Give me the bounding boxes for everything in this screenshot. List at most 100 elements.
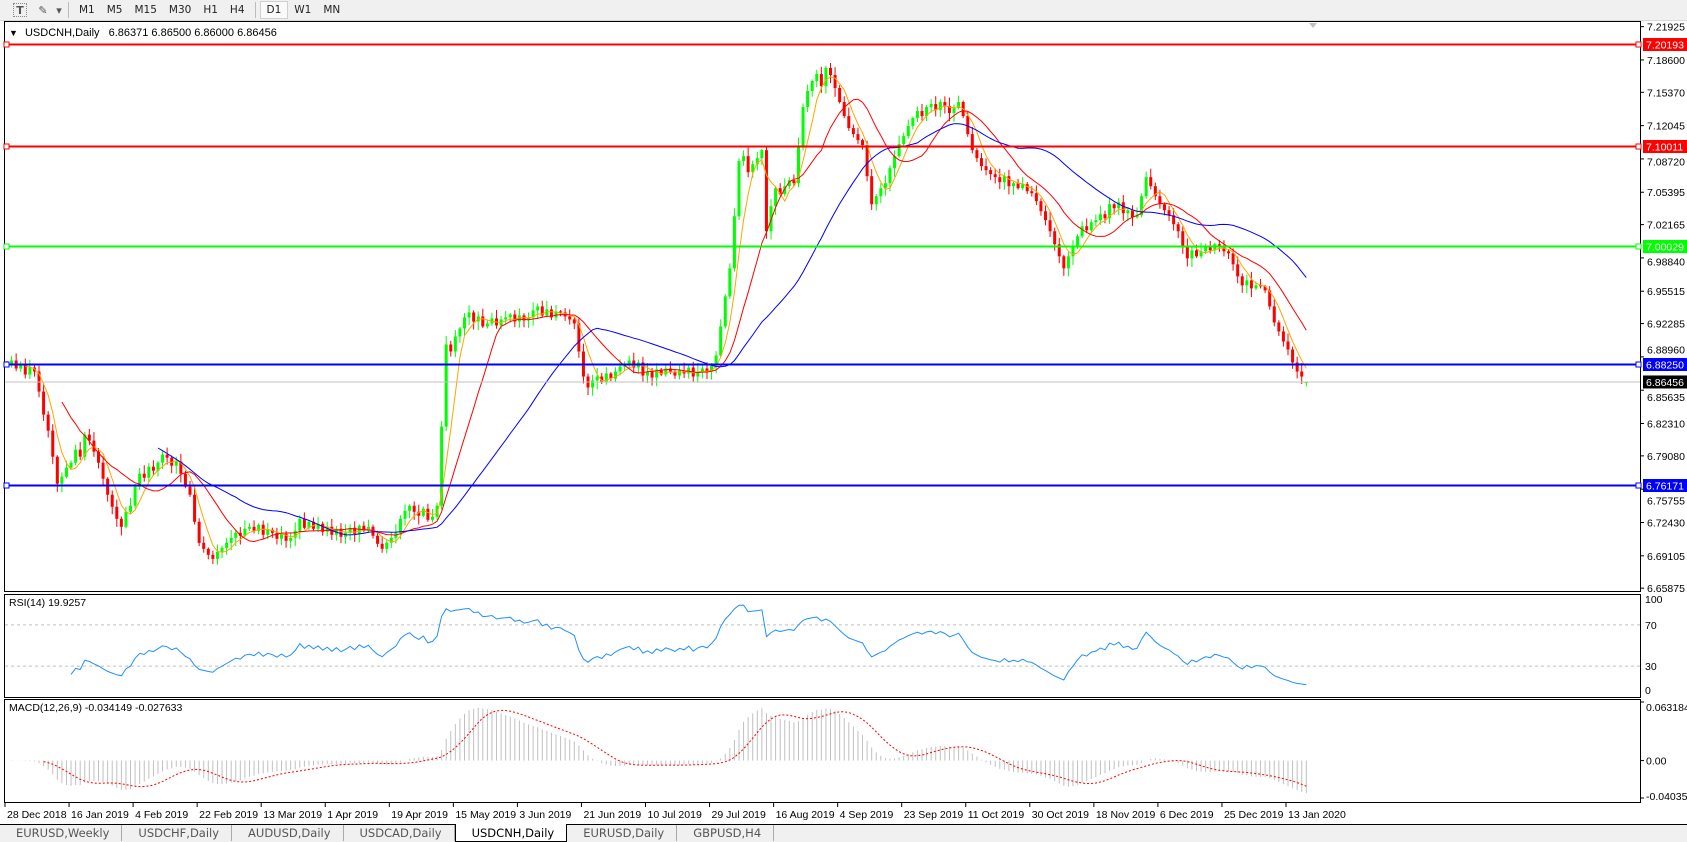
candle [810,79,814,97]
candle-body [1007,176,1011,187]
horizontal-line[interactable]: 6.76171 [3,479,1687,493]
chart-tab-audusd-daily[interactable]: AUDUSD,Daily [232,825,344,841]
timeframe-d1-button[interactable]: D1 [259,1,289,19]
candle-body [1117,202,1121,209]
chart-tab-usdcnh-daily[interactable]: USDCNH,Daily [454,824,568,842]
candle [197,518,201,547]
candle [998,168,1002,190]
candle-body [824,67,828,87]
candle-body [252,526,256,531]
chart-shift-marker-icon[interactable] [1309,23,1317,28]
chart-tab-eurusd-daily[interactable]: EURUSD,Daily [567,825,678,841]
hline-anchor-handle[interactable] [3,361,10,368]
candle [838,85,842,104]
candle-body [266,529,270,535]
candle-body [174,461,178,466]
timeframe-m15-button[interactable]: M15 [134,4,157,16]
candle [1071,240,1075,266]
candle [975,147,979,163]
text-tool-icon[interactable]: T [13,3,27,17]
timeframe-m1-button[interactable]: M1 [79,4,95,16]
candle-body [947,106,951,114]
candle [847,107,851,131]
date-tick-label: 15 May 2019 [455,809,516,821]
rsi-line [70,604,1307,686]
horizontal-line[interactable]: 7.20193 [3,38,1687,52]
candle [151,460,155,476]
candle [774,185,778,215]
candle-body [1231,253,1235,265]
candle [591,374,595,396]
price-tick-label: 6.85635 [1647,392,1685,404]
price-tick-label: 7.15370 [1647,87,1685,99]
hline-anchor-handle[interactable] [1635,143,1642,150]
candle-body [87,434,91,441]
candle-body [998,177,1002,183]
candle [147,463,151,483]
hline-anchor-handle[interactable] [3,143,10,150]
hline-anchor-handle[interactable] [1635,482,1642,489]
candle [1185,238,1189,267]
date-axis: 28 Dec 2018 16 Jan 2019 4 Feb 2019 22 Feb 2… [4,802,1346,821]
timeframe-mn-button[interactable]: MN [323,4,341,16]
horizontal-line[interactable]: 6.88250 [3,358,1687,372]
horizontal-lines[interactable]: 7.20193 7.10011 7.00029 6.88250 6.76171 6.864… [3,38,1687,493]
candle [403,504,407,526]
timeframe-h4-button[interactable]: H4 [229,4,245,16]
dropdown-arrow-icon[interactable]: ▾ [56,3,62,17]
horizontal-line[interactable]: 7.10011 [3,140,1687,154]
candle [815,69,819,88]
candle-body [595,376,599,381]
candle [911,116,915,130]
timeframe-w1-button[interactable]: W1 [294,4,312,16]
timeframe-m5-button[interactable]: M5 [106,4,123,16]
hline-price-badge [1643,358,1687,371]
chart-tab-usdcad-daily[interactable]: USDCAD,Daily [344,825,455,841]
candle-body [687,367,691,374]
candle-body [1286,341,1290,350]
candle-body [613,371,617,379]
rsi-pane [5,604,1640,686]
candle-body [934,104,938,111]
candle-body [1208,247,1212,251]
candle-body [833,74,837,89]
hline-anchor-handle[interactable] [3,41,10,48]
hline-anchor-handle[interactable] [3,482,10,489]
macd-tick-label: 0.063184 [1646,702,1687,714]
candle [787,177,791,189]
candle-body [513,314,517,322]
chart-tab-eurusd-weekly[interactable]: EURUSD,Weekly [0,825,123,841]
candle [1066,252,1070,277]
candle [673,369,677,379]
candle-body [778,188,782,195]
candle-body [1249,280,1253,289]
horizontal-line[interactable]: 7.00029 [3,240,1687,254]
date-tick-label: 22 Feb 2019 [199,809,258,821]
toolbar-separator [68,2,69,18]
rsi-tick-label: 0 [1645,685,1651,697]
candle-body [472,312,476,322]
candle-body [920,111,924,117]
candle-body [1021,184,1025,189]
candle-body [810,80,814,92]
price-pane[interactable] [5,62,1640,565]
hline-anchor-handle[interactable] [3,243,10,250]
candle-body [463,317,466,329]
hline-anchor-handle[interactable] [1635,361,1642,368]
chart-tab-gbpusd-h4[interactable]: GBPUSD,H4 [677,825,775,841]
candle-body [10,360,14,366]
chart-tab-usdchf-daily[interactable]: USDCHF,Daily [122,825,233,841]
hline-anchor-handle[interactable] [1635,243,1642,250]
drawing-tools-icon[interactable]: ✎ [38,3,48,17]
candle-body [124,511,128,527]
candle [1108,197,1112,224]
candle-body [19,363,23,369]
macd-label: MACD(12,26,9) -0.034149 -0.027633 [9,702,183,714]
timeframe-h1-button[interactable]: H1 [203,4,218,16]
rsi-tick-label: 70 [1645,620,1657,632]
timeframe-m30-button[interactable]: M30 [168,4,192,16]
date-tick-label: 18 Nov 2019 [1096,809,1156,821]
candle-body [1263,286,1267,291]
hline-anchor-handle[interactable] [1635,41,1642,48]
